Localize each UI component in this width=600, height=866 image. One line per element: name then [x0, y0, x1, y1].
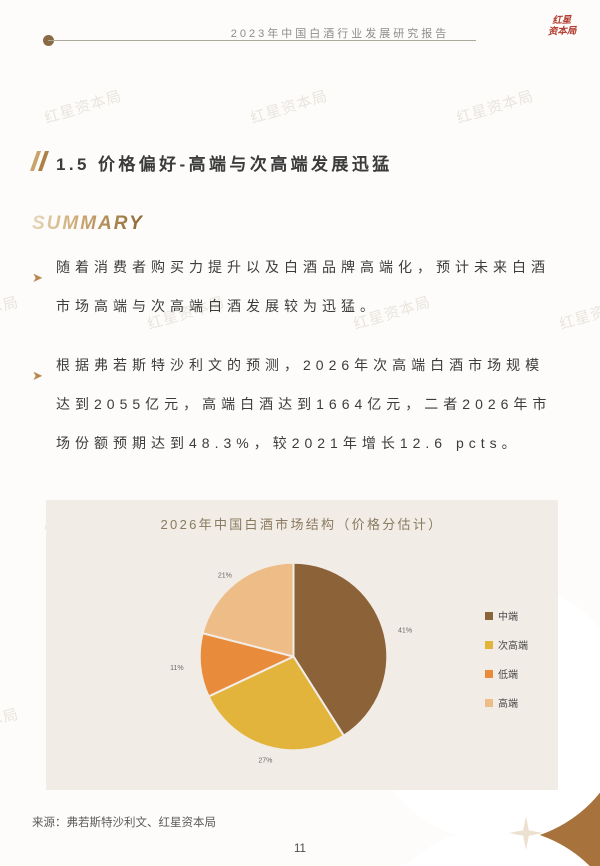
svg-text:11%: 11% [170, 665, 184, 672]
svg-text:27%: 27% [258, 757, 272, 764]
svg-text:41%: 41% [398, 627, 412, 634]
svg-text:21%: 21% [218, 572, 232, 579]
